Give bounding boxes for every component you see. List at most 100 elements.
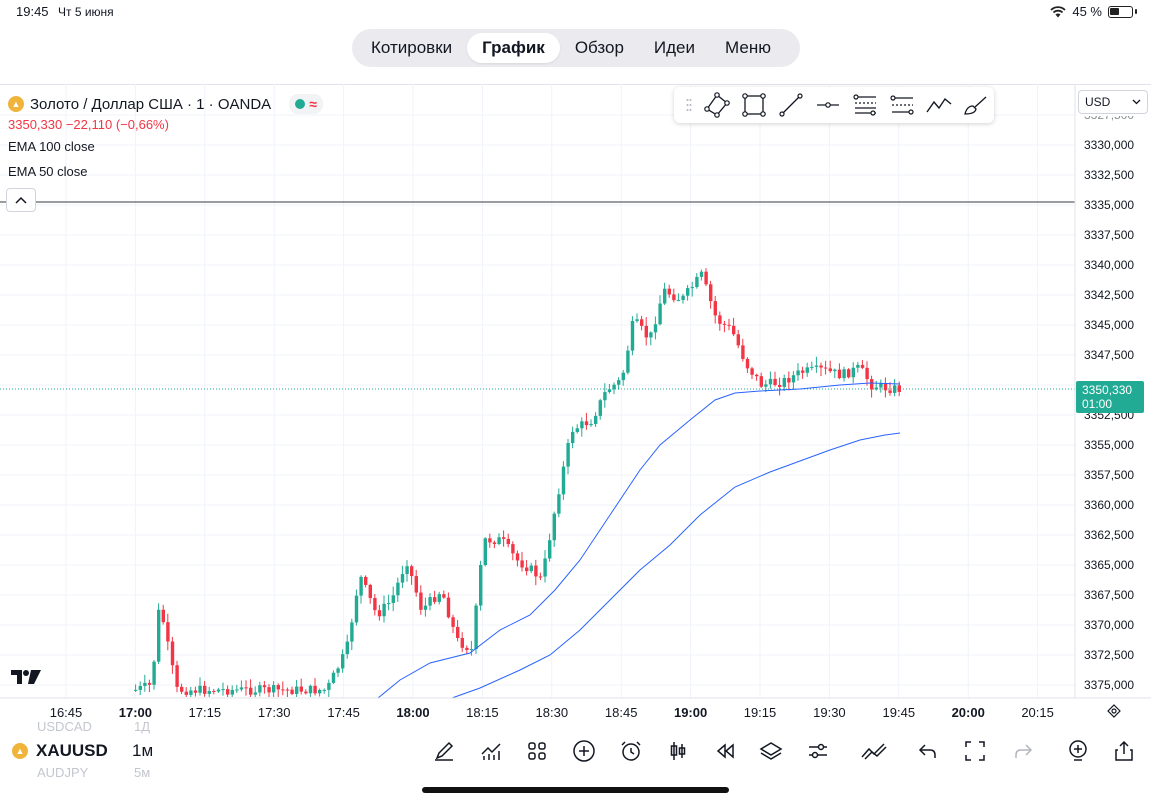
time-axis-label: 18:15 — [466, 705, 499, 720]
candle-body — [805, 367, 809, 373]
templates-icon[interactable] — [523, 737, 551, 765]
candle-body — [534, 565, 538, 577]
tab-menu[interactable]: Меню — [725, 38, 771, 57]
price-axis-label: 3332,500 — [1084, 168, 1135, 182]
trend-line-icon[interactable] — [772, 87, 809, 123]
candle-body — [879, 383, 883, 388]
settings-icon[interactable] — [804, 737, 832, 765]
indicator-ema-50[interactable]: EMA 50 close — [8, 164, 88, 179]
tab-chart[interactable]: График — [467, 33, 560, 63]
chevron-down-icon — [1132, 99, 1141, 105]
symbol-ticker: XAUUSD — [36, 741, 108, 760]
candle-body — [575, 428, 579, 432]
candle-body — [382, 603, 386, 617]
candle-body — [557, 494, 561, 514]
bar-countdown: 01:00 — [1082, 397, 1113, 411]
drag-handle-icon[interactable] — [680, 87, 698, 123]
trend-icon[interactable] — [860, 737, 888, 765]
ghost-interval-above: 1Д — [134, 719, 151, 734]
ema-50-line — [377, 382, 901, 699]
candle-body — [276, 685, 280, 690]
horizontal-ray-icon[interactable] — [809, 87, 846, 123]
home-indicator[interactable] — [422, 787, 729, 793]
candle-body — [203, 685, 207, 694]
candle-body — [690, 287, 694, 289]
zoom-in-icon[interactable] — [1064, 737, 1092, 765]
tab-quotes[interactable]: Котировки — [371, 38, 453, 57]
candle-body — [603, 392, 607, 401]
collapse-legend-button[interactable] — [6, 188, 36, 212]
candle-body — [819, 365, 823, 368]
chart-legend-symbol[interactable]: ▲ Золото / Доллар США · 1 · OANDA ≈ — [8, 94, 323, 114]
delayed-data-icon: ≈ — [309, 96, 317, 112]
gold-symbol-icon: ▲ — [12, 743, 28, 759]
wifi-icon — [1050, 5, 1066, 17]
candle-body — [244, 687, 248, 689]
price-chart[interactable] — [0, 84, 1151, 724]
candle-body — [405, 566, 409, 575]
candle-body — [607, 389, 612, 393]
price-axis-label: 3327,500 — [1084, 108, 1135, 122]
candle-body — [741, 345, 745, 359]
candle-body — [713, 301, 717, 316]
pattern-tool-icon[interactable] — [920, 87, 957, 123]
time-axis-label: 19:30 — [813, 705, 846, 720]
time-axis-label: 18:30 — [535, 705, 569, 720]
undo-icon[interactable] — [914, 737, 942, 765]
candle-body — [870, 379, 874, 390]
price-axis-label: 3370,000 — [1084, 618, 1135, 632]
indicator-ema-100[interactable]: EMA 100 close — [8, 139, 95, 154]
candle-body — [336, 668, 340, 673]
add-compare-icon[interactable] — [570, 737, 598, 765]
candle-body — [428, 597, 432, 606]
price-axis-label: 3372,500 — [1084, 648, 1135, 662]
candle-body — [143, 682, 147, 687]
candle-body — [750, 368, 754, 375]
tab-overview[interactable]: Обзор — [574, 38, 624, 57]
path-tool-icon[interactable] — [698, 87, 735, 123]
chart-type-icon[interactable] — [664, 737, 692, 765]
candle-body — [704, 271, 708, 285]
draw-icon[interactable] — [430, 737, 458, 765]
candle-body — [212, 691, 216, 693]
last-price-tag: 3350,330 01:00 — [1076, 381, 1144, 413]
indicators-icon[interactable] — [477, 737, 505, 765]
candle-body — [842, 369, 846, 379]
interval-selector[interactable]: 1м — [132, 741, 154, 760]
candle-body — [649, 332, 653, 338]
candle-body — [727, 324, 731, 326]
layers-icon[interactable] — [757, 737, 785, 765]
candle-body — [893, 385, 897, 393]
price-axis-label: 3375,000 — [1084, 678, 1135, 692]
currency-select[interactable]: USD — [1078, 90, 1148, 114]
brush-tool-icon[interactable] — [957, 87, 994, 123]
price-axis-label: 3342,500 — [1084, 288, 1135, 302]
candle-body — [285, 689, 290, 691]
alert-icon[interactable] — [617, 737, 645, 765]
candle-body — [672, 294, 676, 301]
redo-icon[interactable] — [1009, 737, 1037, 765]
rectangle-tool-icon[interactable] — [735, 87, 772, 123]
price-axis-label: 3335,000 — [1084, 198, 1135, 212]
candle-body — [433, 597, 437, 602]
candle-body — [676, 300, 681, 302]
symbol-selector[interactable]: ▲ XAUUSD — [12, 741, 108, 761]
time-axis-label: 19:15 — [743, 705, 777, 720]
scroll-to-realtime-icon[interactable] — [1106, 703, 1122, 719]
share-icon[interactable] — [1110, 737, 1138, 765]
candle-body — [327, 682, 331, 690]
candle-body — [621, 372, 625, 381]
candle-body — [258, 685, 262, 693]
market-status-pill[interactable]: ≈ — [289, 94, 323, 114]
candle-body — [469, 649, 474, 651]
fullscreen-icon[interactable] — [961, 737, 989, 765]
tradingview-logo-icon — [11, 670, 41, 684]
price-axis-label: 3360,000 — [1084, 498, 1135, 512]
candle-body — [419, 592, 423, 610]
fib-retracement-icon[interactable] — [846, 87, 883, 123]
candle-body — [796, 370, 800, 376]
candle-body — [755, 374, 759, 377]
tab-ideas[interactable]: Идеи — [653, 38, 696, 57]
parallel-channel-icon[interactable] — [883, 87, 920, 123]
replay-icon[interactable] — [711, 737, 739, 765]
